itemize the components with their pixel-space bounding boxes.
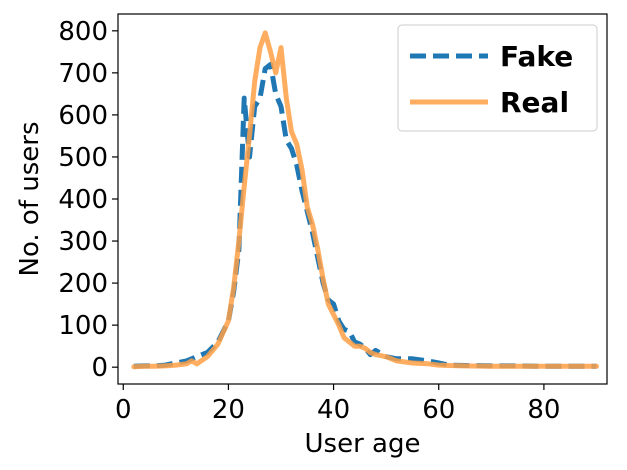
legend-label-real: Real bbox=[500, 86, 569, 119]
x-axis-label: User age bbox=[305, 429, 421, 459]
y-tick-label: 400 bbox=[58, 185, 108, 215]
y-axis-label: No. of users bbox=[15, 121, 45, 276]
x-tick-label: 80 bbox=[527, 395, 560, 425]
y-tick-label: 700 bbox=[58, 59, 108, 89]
plot-area bbox=[131, 30, 599, 370]
x-tick-label: 40 bbox=[317, 395, 350, 425]
y-tick-label: 300 bbox=[58, 227, 108, 257]
legend-label-fake: Fake bbox=[500, 40, 573, 73]
legend: Fake Real bbox=[397, 24, 598, 132]
x-tick-label: 20 bbox=[212, 395, 245, 425]
y-tick-label: 500 bbox=[58, 143, 108, 173]
y-tick-label: 600 bbox=[58, 101, 108, 131]
y-axis: 0 100 200 300 400 500 600 700 800 bbox=[58, 17, 118, 383]
y-tick-label: 800 bbox=[58, 17, 108, 47]
y-tick-label: 200 bbox=[58, 269, 108, 299]
x-tick-label: 0 bbox=[115, 395, 132, 425]
x-tick-label: 60 bbox=[422, 395, 455, 425]
y-tick-label: 0 bbox=[91, 353, 108, 383]
y-tick-label: 100 bbox=[58, 311, 108, 341]
x-axis: 0 20 40 60 80 bbox=[115, 384, 560, 425]
series-line-real bbox=[131, 30, 599, 370]
